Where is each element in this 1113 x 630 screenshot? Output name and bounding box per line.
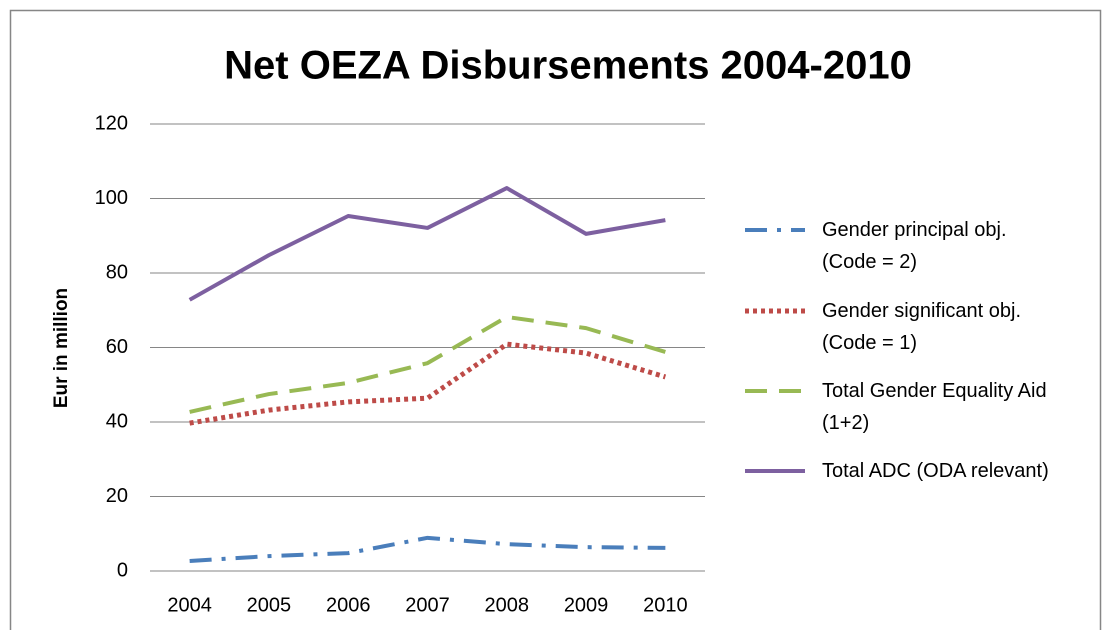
chart-title: Net OEZA Disbursements 2004-2010 bbox=[224, 44, 912, 88]
legend-label: Total ADC (ODA relevant) bbox=[822, 460, 1049, 482]
x-tick-label: 2005 bbox=[247, 594, 292, 616]
legend-label: Total Gender Equality Aid (1+2) bbox=[822, 380, 1047, 434]
x-tick-label: 2006 bbox=[326, 594, 371, 616]
y-tick-label: 60 bbox=[106, 336, 128, 358]
series-line bbox=[189, 341, 667, 426]
x-tick-label: 2010 bbox=[643, 594, 688, 616]
chart-frame bbox=[9, 9, 1102, 630]
y-tick-label: 20 bbox=[106, 485, 128, 507]
legend-label: Gender significant obj. (Code = 1) bbox=[822, 300, 1022, 354]
x-tick-label: 2007 bbox=[405, 594, 450, 616]
series-line bbox=[189, 535, 666, 563]
x-tick-label: 2008 bbox=[485, 594, 530, 616]
y-tick-label: 40 bbox=[106, 410, 128, 432]
y-tick-label: 120 bbox=[95, 112, 128, 134]
y-axis-label: Eur in million bbox=[51, 288, 72, 408]
series-line bbox=[189, 314, 666, 414]
series-line bbox=[188, 186, 666, 302]
legend-label: Gender principal obj. (Code = 2) bbox=[822, 219, 1007, 273]
x-tick-label: 2009 bbox=[564, 594, 609, 616]
y-tick-label: 100 bbox=[95, 187, 128, 209]
y-tick-label: 80 bbox=[106, 261, 128, 283]
y-tick-label: 0 bbox=[117, 559, 128, 581]
x-tick-label: 2004 bbox=[167, 594, 212, 616]
